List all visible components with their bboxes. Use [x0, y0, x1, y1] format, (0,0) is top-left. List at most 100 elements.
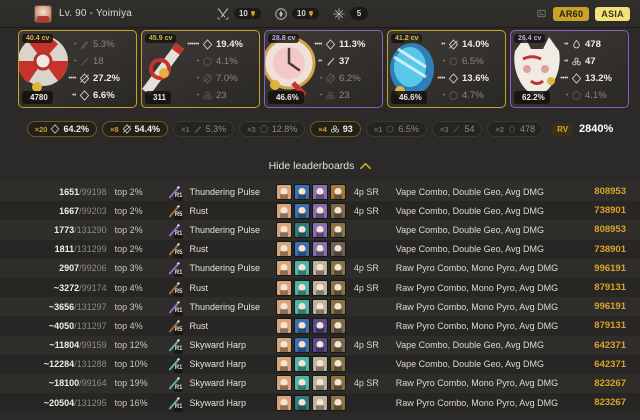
- roll-summary-chip[interactable]: ×8 54.4%: [101, 121, 169, 137]
- team-character-avatar[interactable]: [312, 241, 329, 258]
- team-character-avatar[interactable]: [312, 298, 329, 315]
- team-character-avatar[interactable]: [294, 183, 311, 200]
- team-character-avatar[interactable]: [312, 337, 329, 354]
- table-row[interactable]: ~3656/131297 top 3% R1 Thundering Pulse …: [0, 297, 640, 317]
- team-character-avatar[interactable]: [276, 279, 293, 296]
- team-character-avatar[interactable]: [330, 356, 347, 373]
- calculation-description-cell: Raw Pyro Combo, Mono Pyro, Avg DMG: [395, 301, 559, 312]
- substat-roll-dots: ••: [441, 40, 445, 48]
- team-character-avatar[interactable]: [294, 356, 311, 373]
- toggle-leaderboards-button[interactable]: Hide leaderboards: [0, 160, 640, 172]
- main-stat-value: 46.6%: [276, 93, 299, 102]
- table-row[interactable]: 1773/131290 top 2% R1 Thundering Pulse V…: [0, 220, 640, 240]
- team-character-avatar[interactable]: [294, 202, 311, 219]
- roll-summary-chip[interactable]: ×3 12.8%: [239, 121, 306, 137]
- header-stat-abyss-stars[interactable]: 10: [274, 7, 319, 21]
- team-character-avatar[interactable]: [330, 221, 347, 238]
- team-character-avatar[interactable]: [276, 356, 293, 373]
- team-character-avatar[interactable]: [276, 183, 293, 200]
- table-row[interactable]: ~11804/99159 top 12% R1 Skyward Harp 4p …: [0, 335, 640, 355]
- rv-value: 2840%: [579, 123, 614, 135]
- roll-multiplier: ×1: [181, 124, 190, 134]
- team-character-avatar[interactable]: [276, 394, 293, 411]
- roll-summary-chip[interactable]: ×2 478: [487, 121, 544, 137]
- team-character-avatar[interactable]: [312, 221, 329, 238]
- table-row[interactable]: ~20504/131295 top 16% R1 Skyward Harp Ra…: [0, 393, 640, 413]
- weapon-icon: [169, 358, 181, 371]
- team-character-avatar[interactable]: [330, 183, 347, 200]
- weapon-name: Skyward Harp: [189, 397, 247, 408]
- team-character-avatar[interactable]: [312, 279, 329, 296]
- substat-row: •••• 13.6%: [430, 71, 500, 85]
- team-character-avatar[interactable]: [330, 298, 347, 315]
- team-character-avatar[interactable]: [294, 375, 311, 392]
- team-character-avatar[interactable]: [294, 394, 311, 411]
- header-stat-theater[interactable]: 5: [332, 7, 369, 21]
- roll-summary-chip[interactable]: ×20 64.2%: [26, 121, 97, 137]
- team-cell: [276, 317, 354, 334]
- team-character-avatar[interactable]: [312, 394, 329, 411]
- artifact-card[interactable]: 41.2 cv 46.6% •• 14.0% • 6.5% •••• 13.6%…: [387, 30, 506, 108]
- team-character-avatar[interactable]: [294, 279, 311, 296]
- team-character-avatar[interactable]: [276, 202, 293, 219]
- team-character-avatar[interactable]: [312, 260, 329, 277]
- table-row[interactable]: ~18100/99164 top 19% R1 Skyward Harp 4p …: [0, 373, 640, 394]
- team-character-avatar[interactable]: [276, 221, 293, 238]
- team-character-avatar[interactable]: [294, 221, 311, 238]
- team-character-avatar[interactable]: [312, 183, 329, 200]
- team-character-avatar[interactable]: [330, 317, 347, 334]
- team-character-avatar[interactable]: [330, 279, 347, 296]
- table-row[interactable]: ~3272/99174 top 4% R5 Rust 4p SR Raw Pyr…: [0, 277, 640, 298]
- avatar[interactable]: [34, 4, 52, 23]
- damage-score-cell: 642371: [594, 358, 626, 370]
- team-character-avatar[interactable]: [294, 298, 311, 315]
- team-character-avatar[interactable]: [312, 317, 329, 334]
- team-character-avatar[interactable]: [276, 375, 293, 392]
- calculation-description-cell: Vape Combo, Double Geo, Avg DMG: [395, 359, 544, 370]
- team-character-avatar[interactable]: [330, 260, 347, 277]
- roll-summary-chip[interactable]: ×1 5.3%: [173, 121, 235, 137]
- team-character-avatar[interactable]: [276, 317, 293, 334]
- team-character-avatar[interactable]: [330, 202, 347, 219]
- team-character-avatar[interactable]: [312, 375, 329, 392]
- artifact-card[interactable]: 45.9 cv 311 •••••• 19.4% • 4.1% • 7.0% •…: [141, 30, 260, 108]
- team-character-avatar[interactable]: [294, 337, 311, 354]
- artifact-card[interactable]: 40.4 cv 4780 • 5.3% • 18 •••• 27.2% •• 6…: [18, 30, 137, 108]
- calculation-description-cell: Vape Combo, Double Geo, Avg DMG: [395, 186, 544, 197]
- team-character-avatar[interactable]: [294, 260, 311, 277]
- table-row[interactable]: ~4050/131297 top 4% R5 Rust Raw Pyro Com…: [0, 316, 640, 336]
- header-stat-abyss-clears[interactable]: 10: [216, 7, 261, 21]
- rank-position: ~18100: [48, 378, 80, 389]
- team-character-avatar[interactable]: [276, 337, 293, 354]
- damage-score-cell: 996191: [594, 262, 626, 274]
- table-row[interactable]: 1667/99203 top 2% R5 Rust 4p SR Vape Com…: [0, 201, 640, 221]
- team-character-avatar[interactable]: [276, 241, 293, 258]
- table-row[interactable]: 2907/99206 top 3% R1 Thundering Pulse 4p…: [0, 258, 640, 278]
- table-row[interactable]: ~12284/131288 top 10% R1 Skyward Harp Va…: [0, 354, 640, 374]
- rank-position: ~11804: [49, 340, 80, 351]
- main-stat-value: 46.6%: [399, 93, 422, 102]
- team-character-avatar[interactable]: [330, 337, 347, 354]
- team-character-avatar[interactable]: [312, 202, 329, 219]
- artifact-card[interactable]: 28.8 cv 46.6% •••• 11.3% •• 37 • 6.2% • …: [264, 30, 383, 108]
- artifact-card[interactable]: 26.4 cv 62.2% •• 478 •• 47 •••• 13.2% • …: [510, 30, 629, 108]
- team-character-avatar[interactable]: [330, 394, 347, 411]
- roll-summary-chip[interactable]: ×3 54: [431, 121, 483, 137]
- team-character-avatar[interactable]: [330, 375, 347, 392]
- team-character-avatar[interactable]: [294, 241, 311, 258]
- team-character-avatar[interactable]: [312, 356, 329, 373]
- circlet-of-logos-icon: [514, 37, 560, 95]
- weapon-icon-wrap: R1: [166, 184, 184, 201]
- substat-value: 47: [585, 55, 596, 67]
- table-row[interactable]: 1811/131299 top 2% R5 Rust Vape Combo, D…: [0, 239, 640, 259]
- artifact-substats: •••••• 19.4% • 4.1% • 7.0% • 23: [184, 37, 254, 102]
- table-row[interactable]: 1651/99198 top 2% R1 Thundering Pulse 4p…: [0, 182, 640, 202]
- artifact-cv-tag: 26.4 cv: [514, 34, 546, 43]
- main-stat-value: 4780: [30, 93, 48, 102]
- roll-summary-chip[interactable]: ×4 93: [310, 121, 361, 137]
- team-character-avatar[interactable]: [276, 298, 293, 315]
- roll-summary-chip[interactable]: ×1 6.5%: [365, 121, 427, 137]
- team-character-avatar[interactable]: [276, 260, 293, 277]
- team-character-avatar[interactable]: [294, 317, 311, 334]
- team-character-avatar[interactable]: [330, 241, 347, 258]
